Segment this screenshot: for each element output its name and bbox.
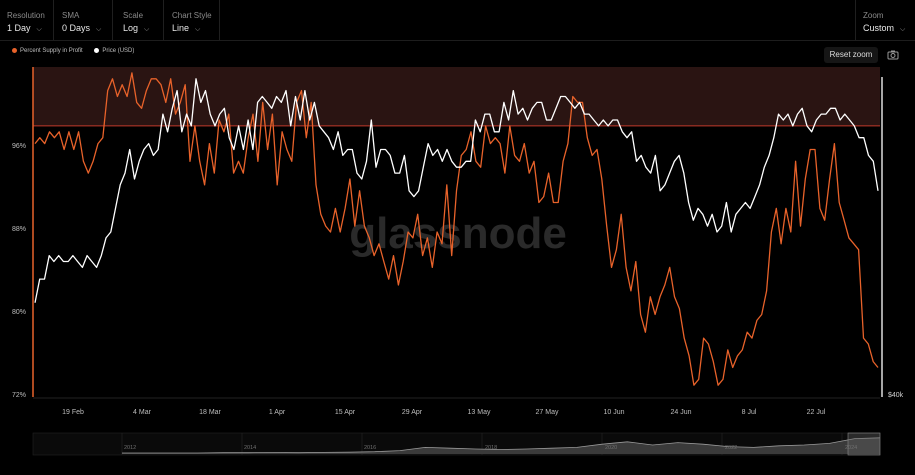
chart-style-value: Line ⌵	[172, 23, 201, 33]
camera-icon[interactable]	[887, 49, 899, 61]
chevron-down-icon: ⌵	[900, 26, 906, 33]
sma-label: SMA	[62, 11, 80, 20]
chevron-down-icon: ⌵	[96, 26, 102, 33]
price-axis-label: $40k	[888, 392, 904, 399]
toolbar: Resolution 1 Day ⌵ SMA 0 Days ⌵ Scale Log ⌵…	[0, 0, 915, 41]
navigator-year-label: 2014	[244, 445, 257, 451]
chevron-down-icon: ⌵	[144, 26, 150, 33]
scale-dropdown[interactable]: Scale Log ⌵	[116, 0, 164, 40]
zoom-dropdown[interactable]: Zoom Custom ⌵	[855, 0, 915, 40]
navigator-year-label: 2018	[485, 445, 498, 451]
navigator-price-area	[122, 437, 880, 454]
navigator-price-line	[122, 437, 881, 454]
sma-value: 0 Days ⌵	[62, 23, 102, 33]
navigator-year-label: 2020	[605, 445, 618, 451]
y-tick-label: 88%	[12, 226, 27, 233]
threshold-band	[33, 67, 880, 126]
legend-label: Percent Supply in Profit	[20, 48, 83, 55]
scale-value: Log ⌵	[123, 23, 150, 33]
scale-label: Scale	[123, 11, 144, 20]
navigator-year-label: 2022	[725, 445, 738, 451]
x-tick-label: 10 Jun	[603, 409, 625, 416]
chevron-down-icon: ⌵	[36, 26, 42, 33]
chart-style-label: Chart Style	[172, 11, 212, 20]
y-tick-label: 72%	[12, 392, 27, 399]
zoom-value: Custom ⌵	[863, 23, 906, 33]
x-tick-label: 13 May	[467, 409, 491, 416]
navigator-year-label: 2016	[364, 445, 377, 451]
watermark-text: glassnode	[349, 209, 567, 258]
resolution-value: 1 Day ⌵	[7, 23, 42, 33]
series-line-price	[34, 78, 879, 303]
legend-dot-icon	[12, 48, 17, 53]
legend-dot-icon	[94, 48, 100, 53]
x-tick-label: 1 Apr	[268, 409, 286, 416]
x-tick-label: 8 Jul	[741, 409, 757, 416]
x-tick-label: 4 Mar	[133, 409, 151, 416]
reset-zoom-button[interactable]: Reset zoom	[824, 47, 878, 63]
navigator-year-label: 2012	[124, 445, 137, 451]
x-tick-label: 29 Apr	[401, 409, 423, 416]
sma-dropdown[interactable]: SMA 0 Days ⌵	[55, 0, 113, 40]
x-tick-label: 27 May	[535, 409, 559, 416]
resolution-dropdown[interactable]: Resolution 1 Day ⌵	[0, 0, 54, 40]
y-tick-label: 96%	[12, 143, 27, 150]
chart-legend: Percent Supply in Profit Price (USD)	[12, 48, 144, 55]
x-tick-label: 15 Apr	[334, 409, 356, 416]
x-tick-label: 19 Feb	[62, 409, 84, 416]
legend-item-profit[interactable]: Percent Supply in Profit	[12, 48, 83, 54]
navigator-year-label: 2024	[845, 445, 858, 451]
navigator-selection-window	[847, 432, 881, 456]
x-tick-label: 18 Mar	[199, 409, 221, 416]
series-line-supply-in-profit	[34, 72, 879, 386]
chevron-down-icon: ⌵	[195, 26, 201, 33]
legend-item-price[interactable]: Price (USD)	[94, 48, 134, 54]
zoom-label: Zoom	[863, 11, 884, 20]
legend-label: Price (USD)	[102, 48, 135, 55]
resolution-label: Resolution	[7, 11, 45, 20]
x-tick-label: 22 Jul	[806, 409, 826, 416]
chart-style-dropdown[interactable]: Chart Style Line ⌵	[165, 0, 220, 40]
y-tick-label: 80%	[12, 309, 27, 316]
x-tick-label: 24 Jun	[670, 409, 692, 416]
